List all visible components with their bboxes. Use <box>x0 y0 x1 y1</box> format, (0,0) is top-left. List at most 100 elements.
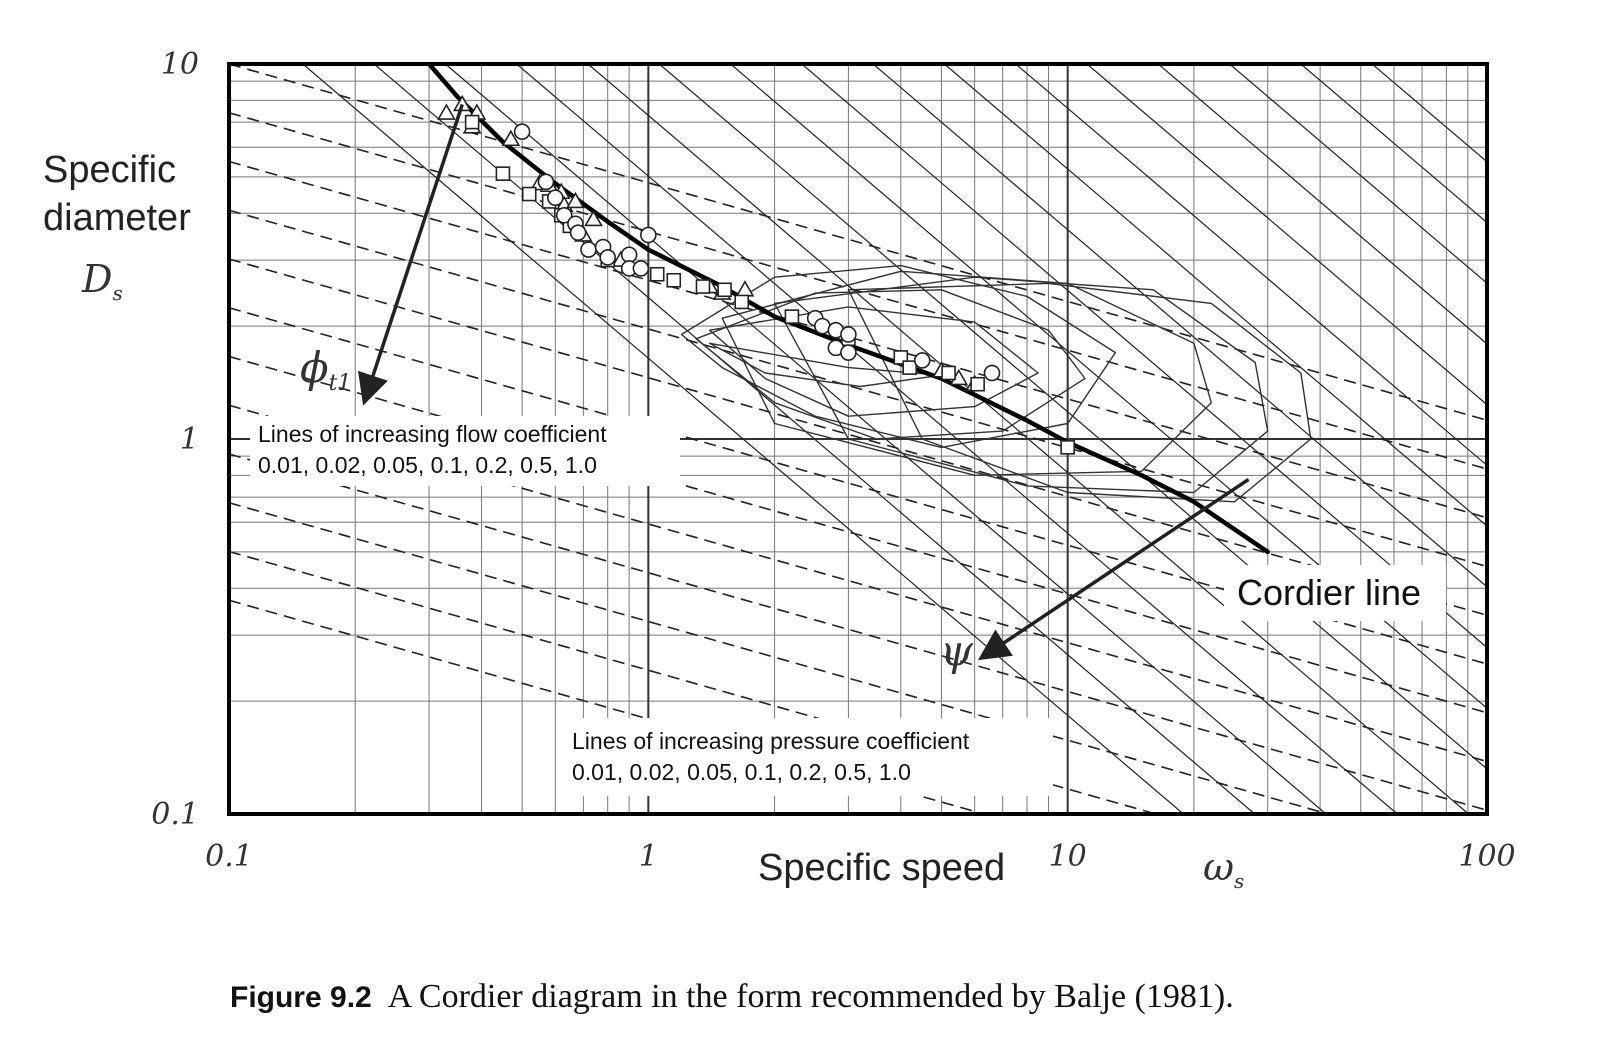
pressure-coefficient-line <box>302 64 1184 814</box>
pressure-coefficient-line <box>516 64 1398 814</box>
triangle-marker <box>452 94 472 112</box>
square-marker <box>970 376 985 392</box>
pressure-coefficient-line <box>872 64 1487 588</box>
caption-label: Figure 9.2 <box>230 981 372 1014</box>
flow-coefficient-line <box>229 355 1487 714</box>
flow-annotation-box <box>250 416 680 486</box>
square-marker <box>941 365 956 381</box>
x-tick-label: 10 <box>1049 839 1087 874</box>
circle-marker <box>913 352 931 369</box>
y-tick-label: 1 <box>180 422 199 457</box>
x-tick-label: 1 <box>639 839 658 874</box>
plot-frame <box>227 62 1489 816</box>
data-markers <box>437 94 1075 455</box>
circle-marker <box>599 249 616 266</box>
ylabel-symbol-sub: s <box>112 281 122 305</box>
pressure-coefficient-line <box>1015 64 1487 467</box>
flow-coefficient-line <box>229 209 1487 568</box>
x-tick-label: 100 <box>1458 839 1515 874</box>
pressure-coefficient-line <box>373 64 1256 814</box>
ylabel-symbol: Ds <box>81 257 123 305</box>
circle-marker <box>814 317 831 335</box>
square-marker <box>1060 440 1075 455</box>
y-tick-label: 10 <box>161 47 199 82</box>
cordier-line-group <box>426 64 1270 555</box>
flow-symbol: ϕt1 <box>300 343 351 396</box>
pressure-annotation-line-2: 0.01, 0.02, 0.05, 0.1, 0.2, 0.5, 1.0 <box>572 759 911 785</box>
efficiency-contour <box>721 270 1212 476</box>
square-marker <box>784 309 800 324</box>
pressure-coefficient-lines <box>302 64 1487 814</box>
pressure-coefficient-line <box>1229 64 1487 285</box>
pressure-annotation-line-1: Lines of increasing pressure coefficient <box>572 728 970 754</box>
circle-marker <box>620 246 638 264</box>
square-marker <box>666 272 682 288</box>
flow-coefficient-line <box>229 64 1487 422</box>
circle-marker <box>569 224 587 241</box>
ylabel-line-2: diameter <box>43 197 191 239</box>
circle-marker <box>640 226 657 244</box>
flow-annotation-line-1: Lines of increasing flow coefficient <box>258 421 607 447</box>
pressure-annotation-box <box>563 718 1053 796</box>
x-tick-labels: 0.1 1 10 100 <box>205 839 1515 874</box>
ylabel-symbol-main: D <box>81 257 112 301</box>
flow-coefficient-lines <box>229 64 1487 814</box>
triangle-marker <box>584 209 603 227</box>
flow-coefficient-line <box>229 258 1487 617</box>
caption-text: A Cordier diagram in the form recommende… <box>388 978 1234 1015</box>
flow-coefficient-line <box>229 160 1487 519</box>
square-marker <box>649 266 665 282</box>
pressure-coefficient-line <box>587 64 1469 814</box>
cordier-line <box>426 64 1270 555</box>
square-marker <box>734 294 750 310</box>
triangle-marker <box>735 280 755 297</box>
ylabel-line-1: Specific <box>43 149 176 191</box>
square-marker <box>902 360 917 375</box>
flow-annotation-line-2: 0.01, 0.02, 0.05, 0.1, 0.2, 0.5, 1.0 <box>258 452 597 478</box>
efficiency-contour <box>708 342 943 388</box>
pressure-coefficient-line <box>1086 64 1487 406</box>
pressure-coefficient-line <box>801 64 1487 649</box>
square-marker <box>495 166 511 181</box>
pressure-coefficient-line <box>1157 64 1487 345</box>
circle-marker <box>983 364 1001 382</box>
efficiency-contour <box>708 306 1039 417</box>
xlabel-symbol-main: ω <box>1203 845 1234 889</box>
x-tick-label: 0.1 <box>205 839 253 874</box>
xlabel: Specific speed <box>758 847 1005 889</box>
circle-marker <box>555 206 573 224</box>
cordier-line-label: Cordier line <box>1237 572 1421 613</box>
figure-caption: Figure 9.2 A Cordier diagram in the form … <box>230 978 1234 1015</box>
flow-coefficient-line <box>229 501 1332 814</box>
flow-coefficient-arrow <box>358 103 464 406</box>
efficiency-contour <box>773 276 1269 494</box>
square-marker <box>464 114 480 130</box>
square-marker <box>695 279 711 294</box>
pressure-symbol: ψ <box>940 626 974 675</box>
pressure-coefficient-arrow <box>977 478 1250 661</box>
circle-marker <box>513 123 531 140</box>
flow-symbol-sub: t1 <box>329 371 352 396</box>
circle-marker <box>580 241 597 258</box>
efficiency-contours <box>680 264 1312 503</box>
xlabel-symbol-sub: s <box>1234 869 1244 893</box>
circle-marker <box>632 260 650 277</box>
pressure-coefficient-line <box>730 64 1487 710</box>
y-tick-labels: 0.1 1 10 <box>151 47 199 832</box>
flow-symbol-main: ϕ <box>300 343 329 392</box>
circle-marker <box>840 344 857 361</box>
xlabel-symbol: ωs <box>1203 845 1244 893</box>
circle-marker <box>840 326 857 343</box>
flow-coefficient-line <box>229 453 1487 812</box>
triangle-marker <box>437 103 456 120</box>
pressure-coefficient-line <box>944 64 1487 527</box>
pressure-coefficient-line <box>658 64 1487 770</box>
efficiency-contour <box>680 264 1117 449</box>
y-tick-label: 0.1 <box>151 797 199 832</box>
circle-marker <box>537 173 555 191</box>
triangle-marker <box>501 129 521 147</box>
square-marker <box>717 282 732 298</box>
efficiency-contour <box>847 282 1312 503</box>
square-marker <box>521 186 537 202</box>
pressure-coefficient-line <box>1300 64 1487 224</box>
